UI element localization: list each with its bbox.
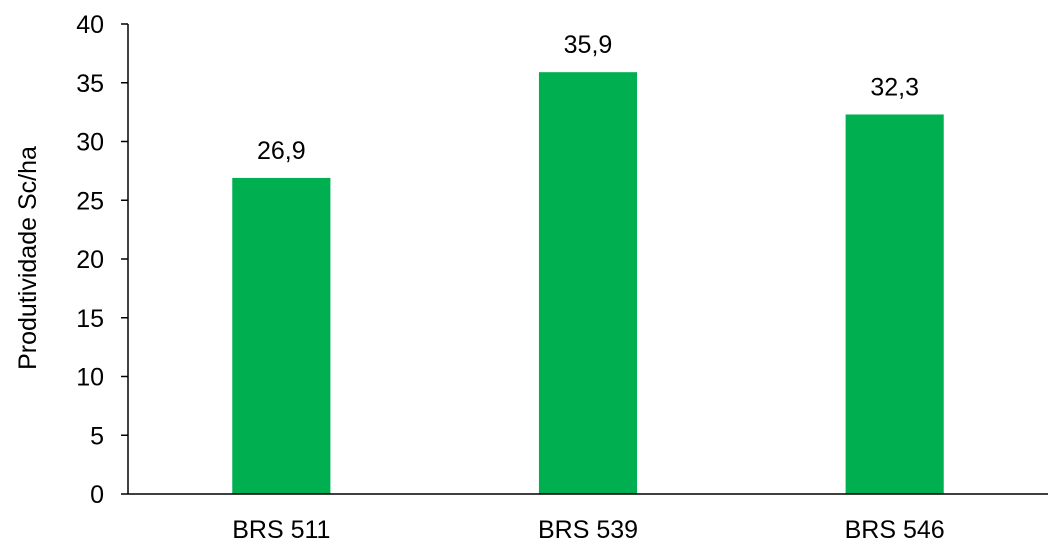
x-axis-tick-labels: BRS 511 BRS 539 BRS 546 (232, 516, 944, 544)
y-tick-label: 10 (76, 364, 104, 392)
y-axis-ticks: 0 5 10 15 20 25 30 35 40 (76, 11, 128, 509)
y-tick-label: 35 (76, 70, 104, 98)
y-tick-label: 5 (90, 422, 104, 450)
bar (538, 72, 638, 495)
x-tick-label: BRS 511 (232, 516, 330, 544)
data-labels: 26,9 35,9 32,3 (257, 31, 919, 165)
y-tick-label: 20 (76, 246, 104, 274)
bar-value-label: 26,9 (257, 137, 306, 165)
y-tick-label: 40 (76, 11, 104, 39)
y-tick-label: 0 (90, 481, 104, 509)
y-tick-label: 25 (76, 187, 104, 215)
bar (845, 114, 944, 494)
bars (232, 72, 944, 495)
y-tick-label: 30 (76, 129, 104, 157)
x-tick-label: BRS 539 (538, 516, 638, 544)
bar-value-label: 32,3 (870, 73, 919, 101)
y-tick-label: 15 (76, 305, 104, 333)
bar-value-label: 35,9 (564, 31, 613, 59)
y-axis-title: Produtividade Sc/ha (14, 146, 42, 370)
x-tick-label: BRS 546 (845, 516, 945, 544)
bar (232, 177, 331, 495)
